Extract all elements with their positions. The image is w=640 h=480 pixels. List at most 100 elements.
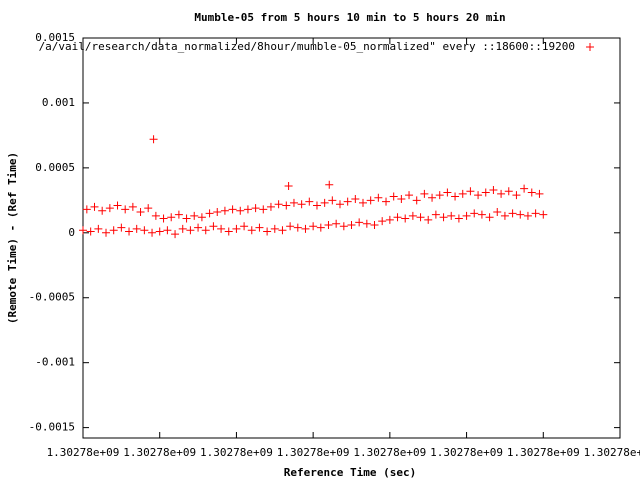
- point: [408, 211, 417, 220]
- point: [443, 188, 452, 197]
- chart-title: Mumble-05 from 5 hours 10 min to 5 hours…: [194, 11, 505, 24]
- point: [90, 202, 99, 211]
- point: [163, 226, 172, 235]
- x-tick-label: 1.30278e+09: [353, 446, 426, 459]
- point: [439, 213, 448, 222]
- point: [263, 227, 272, 236]
- point: [458, 189, 467, 198]
- point: [428, 193, 437, 202]
- point: [535, 189, 544, 198]
- x-tick-label: 1.30278e+09: [200, 446, 273, 459]
- point: [500, 211, 509, 220]
- point: [201, 226, 210, 235]
- point: [366, 196, 375, 205]
- y-tick-label: 0: [68, 226, 75, 239]
- point: [217, 224, 226, 233]
- point: [351, 195, 360, 204]
- x-tick-label: 1.30278e+09: [47, 446, 120, 459]
- point: [236, 206, 245, 215]
- point: [332, 219, 341, 228]
- point: [282, 201, 291, 210]
- y-tick-label: 0.0015: [35, 31, 75, 44]
- point: [474, 191, 483, 200]
- point: [159, 214, 168, 223]
- point: [151, 211, 160, 220]
- point: [305, 197, 314, 206]
- legend-marker: [586, 43, 594, 51]
- point: [401, 214, 410, 223]
- point: [485, 213, 494, 222]
- point: [274, 200, 283, 209]
- point: [197, 213, 206, 222]
- point: [520, 184, 529, 193]
- point: [149, 135, 158, 144]
- point: [178, 224, 187, 233]
- point: [539, 210, 548, 219]
- point: [190, 211, 199, 220]
- point: [278, 226, 287, 235]
- point: [378, 217, 387, 226]
- point: [251, 204, 260, 213]
- point: [447, 211, 456, 220]
- point: [328, 196, 337, 205]
- point: [125, 227, 134, 236]
- point: [481, 188, 490, 197]
- point: [297, 200, 306, 209]
- x-axis-label: Reference Time (sec): [284, 466, 416, 479]
- point: [339, 222, 348, 231]
- point: [205, 209, 214, 218]
- point: [102, 228, 111, 237]
- point: [493, 208, 502, 217]
- point: [82, 205, 91, 214]
- point: [113, 201, 122, 210]
- point: [140, 226, 149, 235]
- point: [94, 224, 103, 233]
- point: [462, 211, 471, 220]
- point: [393, 213, 402, 222]
- point: [531, 209, 540, 218]
- point: [325, 180, 334, 189]
- point: [504, 187, 513, 196]
- point: [382, 197, 391, 206]
- point: [247, 226, 256, 235]
- point: [477, 210, 486, 219]
- y-tick-label: -0.0015: [29, 421, 75, 434]
- point: [335, 200, 344, 209]
- point: [255, 223, 264, 232]
- point: [155, 227, 164, 236]
- point: [412, 196, 421, 205]
- point: [117, 223, 126, 232]
- point: [224, 227, 233, 236]
- point: [320, 198, 329, 207]
- x-tick-label: 1.30278e+09: [123, 446, 196, 459]
- point: [121, 205, 130, 214]
- point: [79, 226, 87, 235]
- y-tick-label: -0.001: [35, 356, 75, 369]
- point: [374, 193, 383, 202]
- point: [316, 223, 325, 232]
- point: [512, 191, 521, 200]
- point: [270, 224, 279, 233]
- point: [289, 198, 298, 207]
- point: [128, 202, 137, 211]
- legend-label: /a/vail/research/data_normalized/8hour/m…: [39, 40, 575, 53]
- point: [497, 189, 506, 198]
- point: [209, 222, 218, 231]
- point: [435, 191, 444, 200]
- x-tick-label: 1.30278e+09: [430, 446, 503, 459]
- point: [144, 204, 153, 213]
- point: [397, 195, 406, 204]
- point: [516, 210, 525, 219]
- point: [470, 209, 479, 218]
- x-tick-label: 1.30278e+09: [507, 446, 580, 459]
- point: [194, 223, 203, 232]
- point: [523, 211, 532, 220]
- point: [301, 224, 310, 233]
- point: [174, 210, 183, 219]
- point: [420, 189, 429, 198]
- point: [136, 208, 145, 217]
- point: [359, 198, 368, 207]
- point: [259, 205, 268, 214]
- point: [240, 222, 249, 231]
